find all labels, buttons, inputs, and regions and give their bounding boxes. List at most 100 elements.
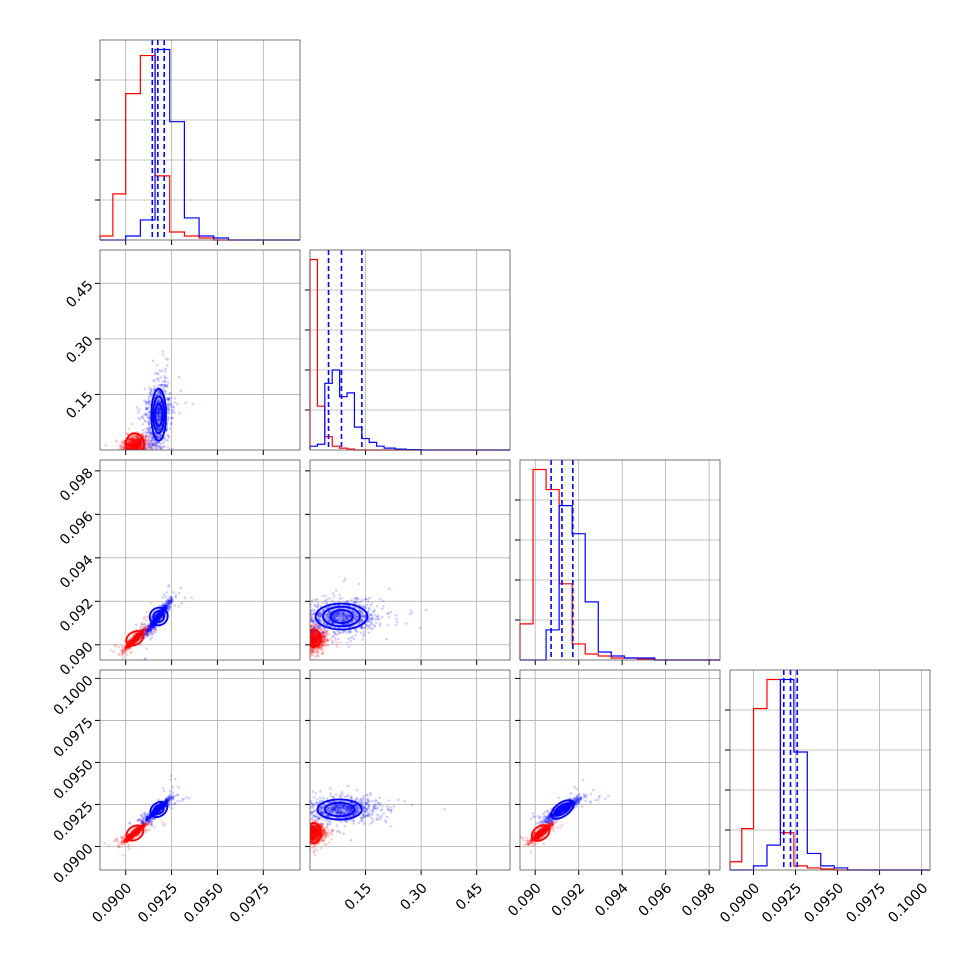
scatter-point-red xyxy=(130,639,134,643)
scatter-point-red xyxy=(313,642,317,646)
scatter-point-red xyxy=(146,439,150,442)
scatter-point-blue xyxy=(162,440,166,444)
scatter-point-blue xyxy=(155,613,159,617)
scatter-point-blue xyxy=(153,387,156,391)
scatter-point-red xyxy=(310,641,313,645)
scatter-point-red xyxy=(137,635,141,639)
scatter-point-blue xyxy=(324,630,328,633)
scatter-point-red xyxy=(133,443,137,446)
scatter-point-red xyxy=(135,635,139,639)
scatter-point-blue xyxy=(158,618,161,622)
scatter-point-blue xyxy=(157,612,161,616)
scatter-point-blue xyxy=(373,613,377,617)
scatter-point-red xyxy=(136,435,140,438)
scatter-point-red xyxy=(130,438,134,441)
scatter-point-red xyxy=(317,636,320,640)
scatter-point-blue xyxy=(158,614,161,617)
scatter-point-red xyxy=(312,635,316,639)
scatter-point-blue xyxy=(164,367,168,371)
scatter-point-blue xyxy=(160,614,164,618)
scatter-point-red xyxy=(134,637,138,641)
scatter-point-red xyxy=(311,633,315,636)
scatter-point-blue xyxy=(156,615,160,619)
scatter-point-red xyxy=(131,638,134,641)
scatter-point-blue xyxy=(150,390,154,393)
scatter-point-red xyxy=(317,638,321,641)
scatter-point-blue xyxy=(356,601,360,604)
scatter-point-red xyxy=(131,448,135,450)
scatter-point-blue xyxy=(160,615,163,619)
scatter-point-blue xyxy=(157,400,160,403)
scatter-point-red xyxy=(147,445,151,449)
scatter-point-red xyxy=(316,638,319,642)
scatter-point-red xyxy=(326,639,330,643)
scatter-point-red xyxy=(135,441,139,445)
scatter-point-red xyxy=(312,641,316,644)
scatter-point-blue xyxy=(168,427,172,431)
scatter-point-red xyxy=(314,626,318,630)
scatter-point-blue xyxy=(149,428,152,431)
scatter-point-blue xyxy=(149,623,153,627)
scatter-point-blue xyxy=(143,387,147,391)
scatter-point-blue xyxy=(147,627,151,631)
scatter-point-red xyxy=(139,440,143,444)
scatter-point-blue xyxy=(147,447,151,450)
scatter-point-red xyxy=(317,636,320,639)
scatter-point-red xyxy=(136,633,140,637)
scatter-point-red xyxy=(311,635,314,638)
scatter-point-red xyxy=(321,638,325,642)
scatter-point-red xyxy=(128,444,131,448)
scatter-point-blue xyxy=(148,416,151,420)
scatter-point-red xyxy=(125,645,129,649)
scatter-point-red xyxy=(311,637,314,641)
scatter-point-red xyxy=(129,447,133,450)
scatter-point-red xyxy=(135,635,139,639)
scatter-point-blue xyxy=(149,629,152,633)
scatter-points xyxy=(104,350,195,450)
scatter-point-red xyxy=(312,637,315,641)
scatter-point-red xyxy=(128,445,131,449)
scatter-point-blue xyxy=(190,596,194,599)
scatter-point-red xyxy=(147,625,150,628)
scatter-point-red xyxy=(122,445,125,449)
scatter-point-red xyxy=(132,444,136,448)
panel-2-0 xyxy=(95,459,301,665)
scatter-point-red xyxy=(130,447,133,450)
scatter-point-blue xyxy=(168,601,172,605)
scatter-point-red xyxy=(133,442,136,446)
scatter-point-blue xyxy=(149,624,152,628)
scatter-point-red xyxy=(134,640,137,643)
scatter-point-red xyxy=(133,441,136,445)
scatter-point-red xyxy=(127,440,130,444)
scatter-point-blue xyxy=(395,620,399,624)
scatter-point-blue xyxy=(149,389,153,392)
scatter-point-red xyxy=(130,641,134,644)
scatter-point-red xyxy=(310,642,313,646)
scatter-point-blue xyxy=(341,631,344,635)
scatter-point-red xyxy=(139,446,143,449)
scatter-point-red xyxy=(314,639,318,643)
scatter-point-red xyxy=(134,637,138,641)
scatter-point-red xyxy=(129,640,133,643)
scatter-point-red xyxy=(310,650,314,653)
scatter-point-red xyxy=(130,638,133,641)
scatter-point-blue xyxy=(386,623,390,627)
scatter-point-red xyxy=(135,443,139,446)
scatter-point-blue xyxy=(157,428,160,431)
scatter-point-red xyxy=(318,646,321,649)
scatter-point-red xyxy=(313,635,317,638)
scatter-point-blue xyxy=(155,614,159,617)
scatter-point-red xyxy=(144,624,147,628)
scatter-point-blue xyxy=(165,607,169,610)
scatter-point-red xyxy=(315,640,319,644)
scatter-point-red xyxy=(136,446,140,450)
scatter-point-red xyxy=(127,640,131,643)
scatter-point-blue xyxy=(155,614,158,618)
scatter-point-blue xyxy=(353,613,357,617)
scatter-point-red xyxy=(319,643,323,647)
scatter-point-red xyxy=(132,639,136,643)
scatter-point-blue xyxy=(155,617,159,621)
scatter-point-blue xyxy=(327,611,331,615)
scatter-point-red xyxy=(133,642,136,645)
scatter-point-red xyxy=(323,639,327,642)
